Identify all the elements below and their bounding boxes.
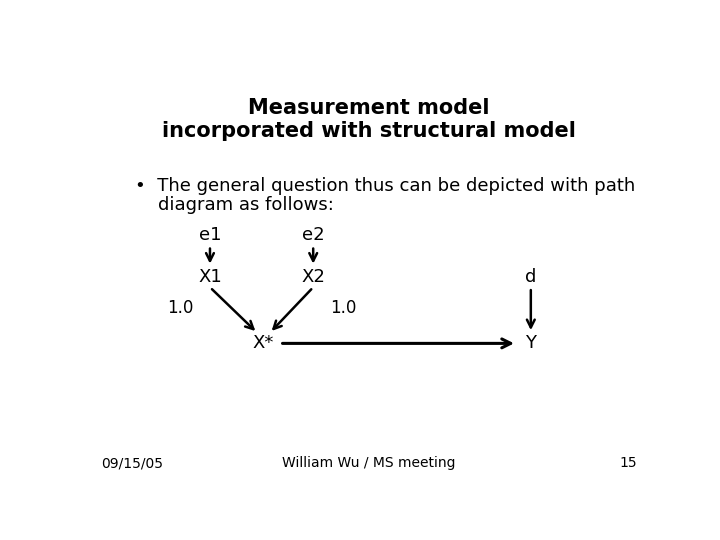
Text: X*: X* (252, 334, 274, 353)
Text: e1: e1 (199, 226, 221, 244)
Text: 15: 15 (619, 456, 637, 470)
Text: incorporated with structural model: incorporated with structural model (162, 122, 576, 141)
Text: William Wu / MS meeting: William Wu / MS meeting (282, 456, 456, 470)
Text: 1.0: 1.0 (330, 299, 356, 317)
Text: Y: Y (526, 334, 536, 353)
Text: diagram as follows:: diagram as follows: (135, 196, 333, 214)
Text: e2: e2 (302, 226, 325, 244)
Text: 09/15/05: 09/15/05 (101, 456, 163, 470)
Text: X2: X2 (301, 268, 325, 286)
Text: 1.0: 1.0 (167, 299, 193, 317)
Text: X1: X1 (198, 268, 222, 286)
Text: Measurement model: Measurement model (248, 98, 490, 118)
Text: d: d (525, 268, 536, 286)
Text: •  The general question thus can be depicted with path: • The general question thus can be depic… (135, 177, 635, 195)
